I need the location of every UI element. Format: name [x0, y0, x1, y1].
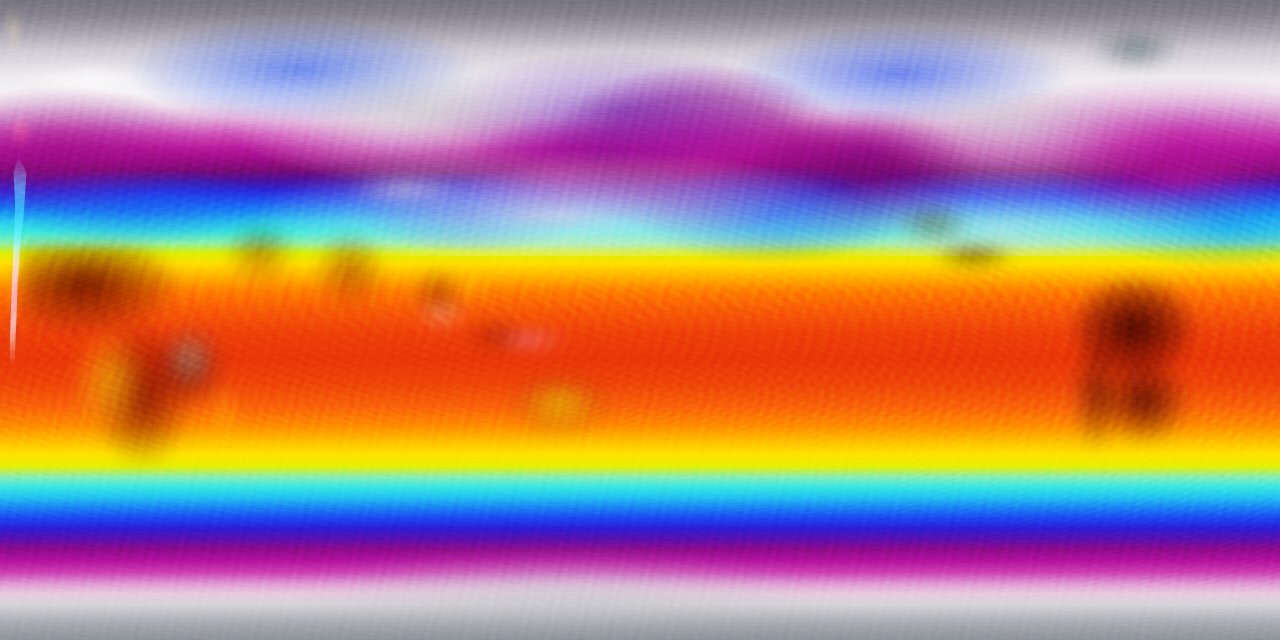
landmass-antarctica [180, 540, 1000, 640]
landmass-central-america [918, 216, 1050, 312]
hotspot-southern-africa [40, 300, 230, 460]
landmass-south-america [1040, 264, 1220, 484]
landmass-himalaya [0, 58, 180, 100]
landmass-new-zealand [0, 100, 44, 156]
landmass-madagascar [0, 0, 26, 58]
hotspot-australia [492, 360, 642, 460]
landmass-siberia [220, 46, 640, 176]
landmass-india [300, 214, 416, 330]
landmass-indonesia [400, 268, 590, 378]
landmass-arabian-peninsula [212, 208, 308, 300]
landmass-mexico [880, 184, 1000, 264]
landmass-tibetan-plateau [330, 170, 480, 210]
landmass-greenland [1070, 14, 1210, 84]
